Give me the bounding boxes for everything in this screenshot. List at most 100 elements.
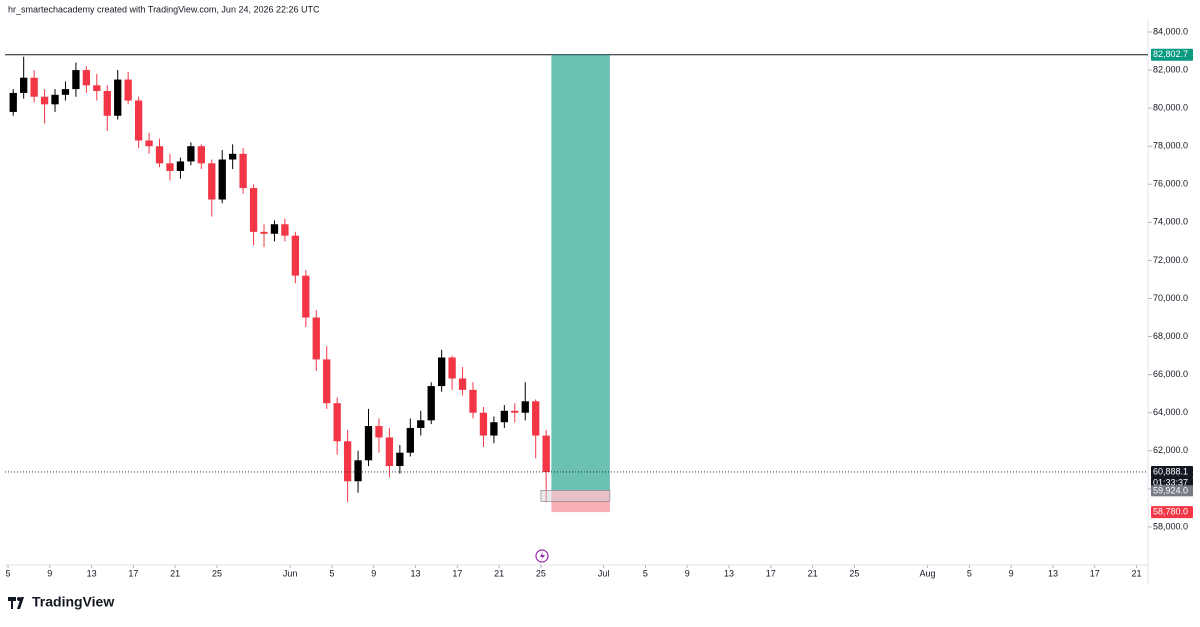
candle-body: [406, 427, 414, 453]
x-tick-label: 9: [1009, 568, 1014, 578]
candle-body: [354, 460, 362, 482]
x-tick-label: 13: [724, 568, 734, 578]
candle-body: [323, 359, 331, 404]
candle-body: [9, 92, 17, 112]
y-tick-label: 58,000.0: [1153, 521, 1188, 531]
candle-body: [229, 153, 237, 160]
candle-body: [260, 231, 268, 234]
candle-body: [187, 146, 195, 162]
x-tick-label: 9: [47, 568, 52, 578]
candle-body: [312, 317, 320, 360]
candle-body: [197, 146, 205, 164]
stop-label: 58,780.0: [1153, 506, 1188, 516]
x-tick-label: 5: [967, 568, 972, 578]
last-price-badge: [1151, 465, 1193, 478]
x-tick-label: 13: [87, 568, 97, 578]
candle-body: [218, 159, 226, 200]
candle-body: [72, 70, 80, 90]
lightning-icon: [535, 549, 549, 563]
x-tick-label: 17: [766, 568, 776, 578]
y-tick-label: 82,000.0: [1153, 64, 1188, 74]
candle-body: [364, 426, 373, 461]
x-tick-label: 17: [128, 568, 138, 578]
x-tick-label: 13: [1048, 568, 1058, 578]
x-tick-label: Jul: [598, 568, 610, 578]
x-tick-label: 9: [371, 568, 376, 578]
candle-body: [249, 188, 258, 232]
target-badge: [1151, 48, 1193, 61]
candle-body: [239, 153, 247, 189]
candle-body: [20, 77, 28, 93]
y-tick-label: 84,000.0: [1153, 26, 1188, 36]
entry-label: 59,924.0: [1153, 486, 1188, 496]
candle-body: [93, 85, 101, 92]
x-tick-label: 21: [808, 568, 818, 578]
candle-body: [490, 422, 498, 436]
candle-body: [145, 140, 153, 147]
candle-body: [40, 96, 49, 105]
y-tick-label: 64,000.0: [1153, 407, 1188, 417]
candle-body: [82, 70, 91, 86]
candle-body: [103, 91, 111, 116]
y-tick-label: 70,000.0: [1153, 293, 1188, 303]
profit-zone: [551, 54, 610, 491]
candle-body: [458, 378, 467, 390]
candle-body: [532, 401, 540, 436]
logo-text: TradingView: [32, 594, 114, 610]
x-tick-label: 17: [452, 568, 462, 578]
countdown-badge: [1151, 477, 1193, 488]
candle-body: [134, 100, 143, 141]
y-tick-label: 66,000.0: [1153, 369, 1188, 379]
stop-badge: [1151, 506, 1193, 519]
y-tick-label: 74,000.0: [1153, 217, 1188, 227]
candle-body: [30, 77, 38, 97]
candle-body: [469, 389, 477, 413]
candle-body: [479, 412, 488, 436]
y-tick-label: 78,000.0: [1153, 141, 1188, 151]
candle-body: [51, 94, 59, 105]
x-tick-label: 5: [5, 568, 10, 578]
y-tick-label: 80,000.0: [1153, 103, 1188, 113]
x-tick-label: 5: [329, 568, 334, 578]
x-tick-label: Aug: [920, 568, 936, 578]
y-tick-label: 62,000.0: [1153, 445, 1188, 455]
candle-body: [375, 426, 383, 438]
y-tick-label: 68,000.0: [1153, 331, 1188, 341]
candle-body: [511, 410, 519, 413]
candle-body: [427, 386, 435, 421]
candle-body: [385, 437, 394, 467]
candle-body: [500, 410, 509, 423]
caption: hr_smartechacademy created with TradingV…: [8, 4, 320, 14]
candle-body: [448, 357, 456, 379]
y-tick-label: 72,000.0: [1153, 255, 1188, 265]
candle-body: [176, 161, 185, 171]
candle-body: [343, 441, 352, 482]
last-price-label: 60,888.1: [1153, 466, 1188, 476]
x-tick-label: 21: [1132, 568, 1142, 578]
candle-body: [61, 89, 70, 95]
x-tick-label: 13: [411, 568, 421, 578]
candle-body: [281, 224, 289, 236]
candle-body: [270, 224, 279, 234]
candle-body: [124, 79, 132, 101]
x-tick-label: 25: [212, 568, 222, 578]
candle-body: [417, 420, 425, 428]
logo: TradingView: [8, 594, 114, 610]
x-tick-label: 21: [170, 568, 180, 578]
candle-body: [396, 452, 404, 467]
candle-body: [208, 163, 216, 200]
countdown: 01:33:37: [1153, 477, 1188, 487]
x-tick-label: 25: [536, 568, 546, 578]
candle-body: [166, 163, 174, 171]
candle-body: [114, 79, 122, 116]
candle-body: [521, 401, 529, 413]
x-tick-label: 5: [643, 568, 648, 578]
candle-body: [155, 146, 164, 164]
target-label: 82,802.7: [1153, 49, 1188, 59]
x-tick-label: Jun: [283, 568, 298, 578]
candle-body: [302, 275, 310, 318]
candle-body: [437, 357, 446, 387]
x-tick-label: 25: [849, 568, 859, 578]
